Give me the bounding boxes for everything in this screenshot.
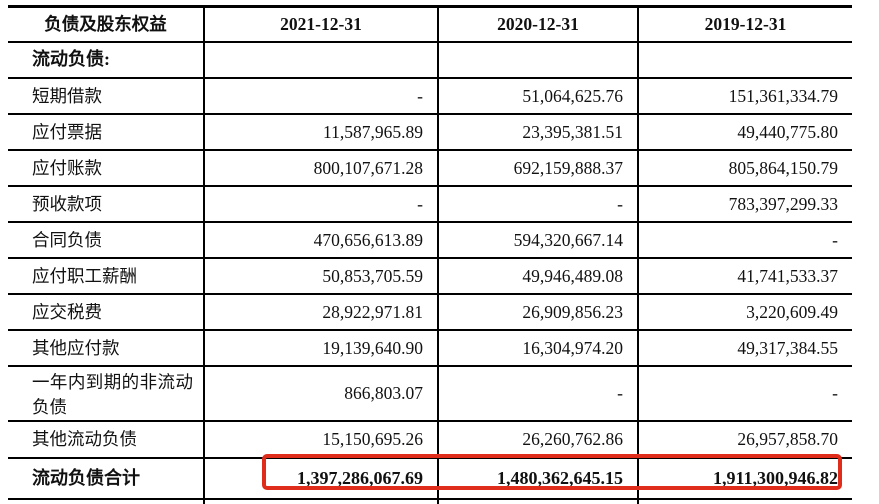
value-cell: 49,317,384.55 [637, 331, 852, 365]
row-label: 短期借款 [32, 85, 102, 106]
row-label: 流动负债: [32, 49, 110, 70]
row-label: 其他流动负债 [32, 429, 137, 449]
value-cell: - [203, 79, 437, 113]
value-cell [203, 43, 437, 77]
value-cell: 41,741,533.37 [637, 259, 852, 293]
value-cell: 800,107,671.28 [203, 151, 437, 185]
value-cell: 26,957,858.70 [637, 422, 852, 457]
value-cell: 1,911,300,946.82 [637, 459, 852, 498]
value-cell: - [437, 367, 637, 420]
value-cell: 151,361,334.79 [637, 79, 852, 113]
value-cell: - [203, 187, 437, 221]
header-cell-2020-12-31: 2020-12-31 [437, 8, 637, 41]
table-header-row: 负债及股东权益 2021-12-31 2020-12-31 2019-12-31 [8, 8, 852, 43]
value-cell: 692,159,888.37 [437, 151, 637, 185]
table-row-noncurrent-liabilities-due-within-one-year: 一年内到期的非流动负债 866,803.07 - - [8, 367, 852, 422]
value-cell: - [637, 367, 852, 420]
header-cell-2019-12-31: 2019-12-31 [637, 8, 852, 41]
table-row-total-current-liabilities: 流动负债合计 1,397,286,067.69 1,480,362,645.15… [8, 459, 852, 500]
table-row-accounts-payable: 应付账款 800,107,671.28 692,159,888.37 805,8… [8, 151, 852, 187]
value-cell: 1,397,286,067.69 [203, 459, 437, 498]
table-row-contract-liabilities: 合同负债 470,656,613.89 594,320,667.14 - [8, 223, 852, 259]
balance-sheet-table: 负债及股东权益 2021-12-31 2020-12-31 2019-12-31… [8, 5, 852, 504]
value-cell: - [437, 187, 637, 221]
value-cell: 15,150,695.26 [203, 422, 437, 457]
value-cell: 26,909,856.23 [437, 295, 637, 329]
value-cell: 50,853,705.59 [203, 259, 437, 293]
row-label: 应付票据 [32, 121, 102, 142]
value-cell: 594,320,667.14 [437, 223, 637, 257]
value-cell: 49,440,775.80 [637, 115, 852, 149]
value-cell: 23,395,381.51 [437, 115, 637, 149]
row-label: 流动负债合计 [32, 467, 140, 488]
header-cell-2021-12-31: 2021-12-31 [203, 8, 437, 41]
value-cell: 866,803.07 [203, 367, 437, 420]
value-cell: 26,260,762.86 [437, 422, 637, 457]
row-label: 应交税费 [32, 301, 102, 322]
row-label: 应付账款 [32, 157, 102, 178]
table-row-advances-received: 预收款项 - - 783,397,299.33 [8, 187, 852, 223]
table-row-current-liabilities-section: 流动负债: [8, 43, 852, 79]
value-cell [637, 43, 852, 77]
table-row-employee-benefits-payable: 应付职工薪酬 50,853,705.59 49,946,489.08 41,74… [8, 259, 852, 295]
value-cell: 11,587,965.89 [203, 115, 437, 149]
table-row-other-current-liabilities: 其他流动负债 15,150,695.26 26,260,762.86 26,95… [8, 422, 852, 459]
table-row-other-payables: 其他应付款 19,139,640.90 16,304,974.20 49,317… [8, 331, 852, 367]
row-label: 一年内到期的非流动负债 [32, 372, 193, 417]
table-row-partial [8, 500, 852, 504]
value-cell: 1,480,362,645.15 [437, 459, 637, 498]
value-cell: 3,220,609.49 [637, 295, 852, 329]
table-row-short-term-borrowings: 短期借款 - 51,064,625.76 151,361,334.79 [8, 79, 852, 115]
table-row-taxes-payable: 应交税费 28,922,971.81 26,909,856.23 3,220,6… [8, 295, 852, 331]
value-cell: 16,304,974.20 [437, 331, 637, 365]
row-label: 其他应付款 [32, 337, 120, 358]
header-cell-liabilities-equity: 负债及股东权益 [44, 14, 167, 34]
row-label: 合同负债 [32, 229, 102, 250]
value-cell: 470,656,613.89 [203, 223, 437, 257]
value-cell: 28,922,971.81 [203, 295, 437, 329]
value-cell: 783,397,299.33 [637, 187, 852, 221]
value-cell: 19,139,640.90 [203, 331, 437, 365]
table-row-notes-payable: 应付票据 11,587,965.89 23,395,381.51 49,440,… [8, 115, 852, 151]
row-label: 应付职工薪酬 [32, 265, 137, 286]
value-cell [437, 43, 637, 77]
value-cell: 49,946,489.08 [437, 259, 637, 293]
value-cell: - [637, 223, 852, 257]
row-label: 预收款项 [32, 193, 102, 214]
value-cell: 51,064,625.76 [437, 79, 637, 113]
value-cell: 805,864,150.79 [637, 151, 852, 185]
